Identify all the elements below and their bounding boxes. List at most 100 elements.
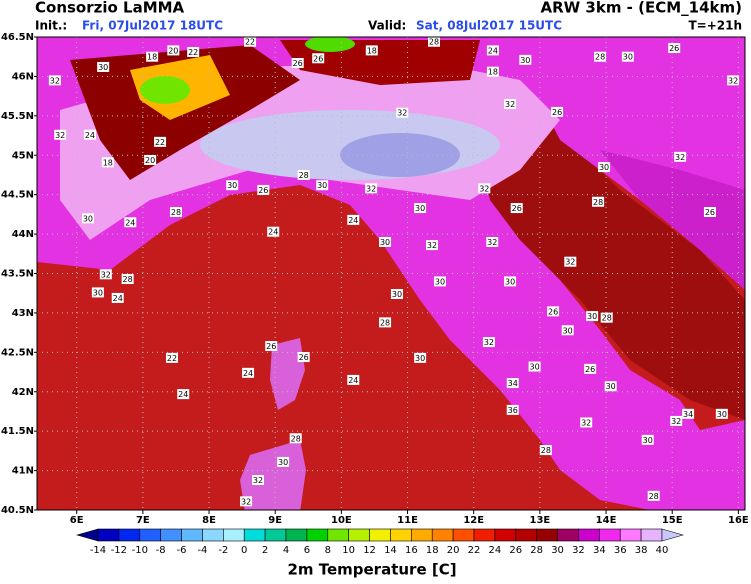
label-box [414, 352, 427, 363]
adriatic [440, 120, 745, 420]
label-box [604, 381, 617, 392]
colorbar: -14 -12 -10 -8 -6 -4 -2 0 2 4 6 8 10 12 14 16 18 20 22 24 26… [76, 528, 684, 556]
value-label: 30 [520, 56, 530, 65]
value-label: 32 [427, 241, 437, 250]
valid-label: Valid: [368, 19, 406, 33]
colorbar-label: -4 [197, 545, 207, 556]
alps-peak [140, 76, 190, 104]
label-box [506, 378, 519, 389]
value-label: 30 [587, 312, 597, 321]
alps-peak-2 [305, 37, 355, 52]
colorbar-bin [181, 528, 203, 542]
colorbar-bin [369, 528, 391, 542]
value-label: 18 [103, 158, 113, 167]
value-label: 36 [508, 406, 518, 415]
value-label: 28 [595, 53, 605, 62]
label-box [265, 341, 278, 352]
label-box [291, 58, 304, 69]
colorbar-label: 10 [342, 545, 355, 556]
colorbar-under [76, 528, 99, 542]
colorbar-label: 32 [572, 545, 585, 556]
x-tick-label: 13E [530, 515, 551, 526]
value-label: 28 [649, 492, 659, 501]
colorbar-bin [494, 528, 517, 542]
colorbar-label: 26 [509, 545, 522, 556]
value-label: 32 [101, 270, 111, 279]
value-label: 30 [563, 326, 573, 335]
colorbar-bin [223, 528, 245, 542]
label-box [561, 325, 574, 336]
label-box [486, 236, 499, 247]
label-box [592, 196, 605, 207]
value-label: 32 [728, 76, 738, 85]
colorbar-bin [578, 528, 600, 542]
colorbar-label: 8 [325, 545, 331, 556]
value-label: 32 [484, 338, 494, 347]
label-box [621, 51, 634, 62]
label-box [414, 203, 427, 214]
y-tick-label: 43N [12, 308, 34, 319]
value-label: 28 [171, 208, 181, 217]
value-label: 30 [227, 181, 237, 190]
label-box [598, 162, 611, 173]
valid-value: Sat, 08Jul2017 15UTC [416, 19, 562, 33]
colorbar-bin [264, 528, 287, 542]
y-tick-label: 44.5N [1, 190, 34, 201]
value-label: 30 [392, 290, 402, 299]
label-box [244, 37, 257, 47]
label-box [177, 389, 190, 400]
label-box [551, 106, 564, 117]
x-tick-label: 10E [331, 515, 352, 526]
value-label: 20 [168, 46, 178, 55]
label-box [668, 43, 681, 54]
colorbar-bin [118, 528, 141, 542]
label-box [600, 312, 613, 323]
value-label: 26 [299, 353, 309, 362]
label-box [91, 287, 104, 298]
colorbar-label: 30 [551, 545, 564, 556]
label-box [267, 226, 280, 237]
colorbar-bin [139, 528, 161, 542]
label-box [277, 456, 290, 467]
value-label: 28 [593, 198, 603, 207]
value-label: 26 [552, 108, 562, 117]
colorbar-label: 24 [489, 545, 502, 556]
y-tick-label: 45.5N [1, 111, 34, 122]
value-label: 20 [145, 156, 155, 165]
colorbar-label: 34 [593, 545, 606, 556]
colorbar-bin [431, 528, 454, 542]
colorbar-label: 14 [384, 545, 397, 556]
value-label: 28 [123, 275, 133, 284]
value-label: 18 [488, 68, 498, 77]
label-box [187, 46, 200, 57]
y-tick-label: 43.5N [1, 269, 34, 280]
label-box [564, 256, 577, 267]
init-value: Fri, 07Jul2017 18UTC [82, 19, 223, 33]
label-box [486, 45, 499, 56]
label-box [154, 136, 167, 147]
label-box [48, 75, 61, 86]
label-box [252, 475, 265, 486]
value-label: 24 [125, 218, 135, 227]
value-label: 30 [643, 436, 653, 445]
label-box [674, 151, 687, 162]
value-label: 32 [487, 238, 497, 247]
colorbar-bin [390, 528, 412, 542]
value-label: 26 [705, 208, 715, 217]
value-label: 26 [266, 342, 276, 351]
label-box [504, 276, 517, 287]
value-label: 30 [505, 277, 515, 286]
colorbar-over [661, 528, 684, 542]
label-box [347, 214, 360, 225]
value-label: 32 [581, 418, 591, 427]
label-box [257, 184, 270, 195]
colorbar-bin [599, 528, 621, 542]
label-box [297, 352, 310, 363]
label-box [584, 363, 597, 374]
y-tick-label: 45N [12, 150, 34, 161]
colorbar-bin [411, 528, 433, 542]
value-label: 30 [529, 363, 539, 372]
colorbar-label: -12 [111, 545, 127, 556]
value-label: 28 [541, 446, 551, 455]
x-tick-label: 7E [136, 515, 150, 526]
